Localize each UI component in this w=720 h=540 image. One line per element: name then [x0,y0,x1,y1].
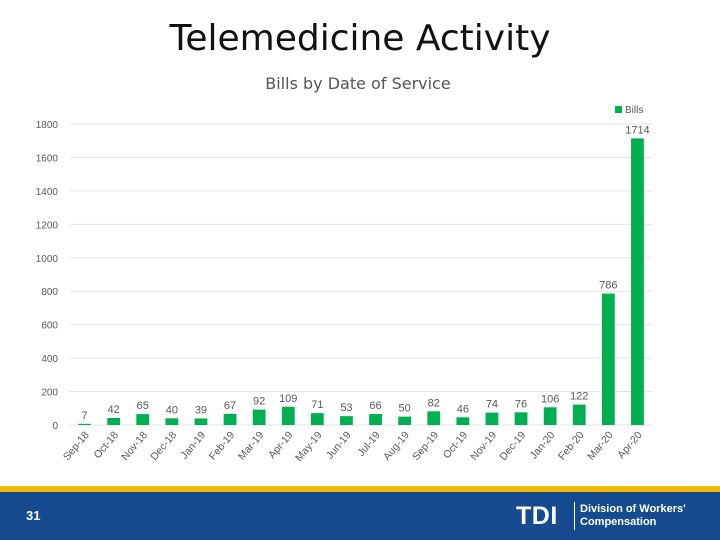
y-tick-label: 1800 [36,120,59,131]
legend-swatch [615,106,622,113]
x-tick-label: Nov-19 [468,429,499,463]
data-label: 106 [541,393,559,405]
page-number: 31 [26,508,41,523]
division-name-line1: Division of Workers' [580,503,686,515]
x-tick-label: Dec-19 [497,429,528,463]
data-label: 74 [486,399,498,411]
bar [398,416,412,425]
y-tick-label: 1200 [36,220,59,231]
slide-title: Telemedicine Activity [169,18,551,59]
x-tick-label: Apr-20 [615,429,645,461]
bar [310,413,324,425]
tdi-logo: TDI [516,502,558,530]
data-label: 46 [457,403,469,415]
chart-title: Bills by Date of Service [265,74,451,93]
bar [194,418,208,425]
bar [543,407,557,425]
x-tick-label: Feb-20 [556,429,587,462]
bar [369,413,382,425]
x-tick-label: Sep-19 [410,429,441,463]
x-tick-label: Oct-18 [91,429,121,461]
legend-label: Bills [625,105,643,116]
data-label: 109 [279,393,297,405]
bar [223,413,237,425]
division-name-line2: Compensation [580,516,657,528]
data-label: 40 [166,404,178,416]
y-tick-label: 0 [52,421,58,432]
data-label: 42 [108,404,120,416]
y-tick-label: 1000 [36,254,59,265]
x-tick-label: Mar-20 [585,429,616,462]
y-tick-label: 1600 [36,153,59,164]
y-tick-label: 600 [41,321,58,332]
bar [78,423,91,425]
x-tick-label: Mar-19 [236,429,267,462]
x-tick-label: Dec-18 [148,429,179,463]
data-label: 50 [399,403,411,415]
bar-chart: 0 200 400 600 800 1000 1200 1400 1600 1800 Bills 7 S… [36,105,652,464]
footer-bar [0,492,720,540]
y-tick-label: 200 [41,388,58,399]
bar [165,418,179,425]
x-tick-label: Sep-18 [61,429,92,463]
bar [572,404,586,425]
bar [340,416,353,425]
data-label: 39 [195,404,207,416]
data-label: 76 [515,398,527,410]
logo-divider [574,502,575,530]
x-tick-label: Jan-19 [178,429,208,461]
x-tick-label: Jan-20 [528,429,558,461]
data-label: 92 [253,396,265,408]
bar [485,412,499,425]
data-label: 122 [570,391,588,403]
x-tick-label: Oct-19 [441,429,471,461]
bar [107,417,121,425]
y-tick-label: 800 [41,287,58,298]
x-tick-label: Feb-19 [207,429,238,462]
bar [281,406,295,425]
bar [252,409,266,425]
data-label: 7 [81,410,87,422]
x-tick-label: Aug-19 [381,429,412,463]
y-tick-label: 1400 [36,187,59,198]
bar [631,138,644,425]
data-label: 65 [137,400,149,412]
x-tick-label: May-19 [293,429,325,464]
data-label: 786 [599,280,617,292]
x-tick-label: Jun-19 [324,429,354,461]
x-tick-label: Apr-19 [266,429,296,461]
bar [514,412,528,425]
x-tick-label: Nov-18 [119,429,150,463]
bar [601,293,615,425]
data-label: 66 [369,400,381,412]
footer-accent-stripe [0,486,720,492]
data-label: 71 [311,399,323,411]
data-label: 1714 [625,124,649,136]
bar [427,411,441,425]
data-label: 67 [224,400,236,412]
x-tick-label: Jul-19 [355,429,383,459]
data-label: 82 [428,397,440,409]
bar [136,414,150,425]
bar [456,417,470,425]
data-label: 53 [340,402,352,414]
y-tick-label: 400 [41,354,58,365]
